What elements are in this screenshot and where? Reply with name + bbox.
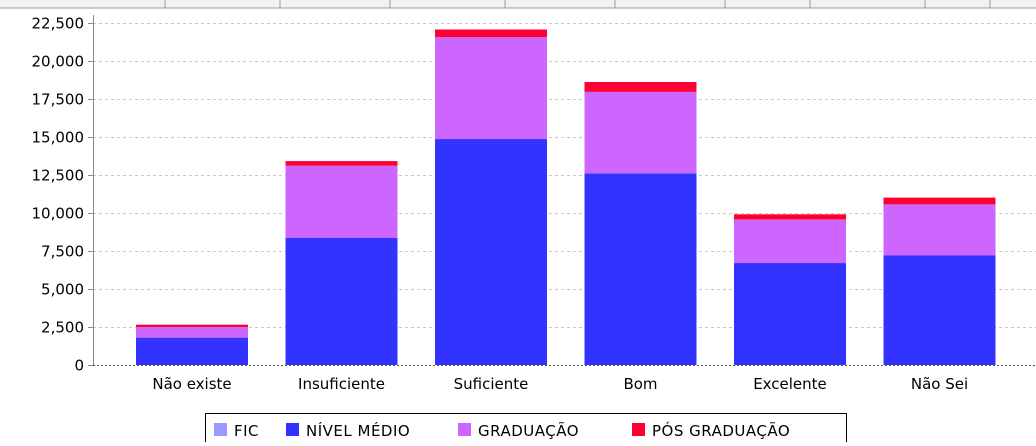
y-tick-label: 5,000 [41, 281, 84, 299]
legend-label: GRADUAÇÃO [478, 421, 579, 440]
y-tick-label: 0 [74, 357, 84, 375]
legend-label: PÓS GRADUAÇÃO [652, 421, 790, 440]
legend: FIC NÍVEL MÉDIO GRADUAÇÃO PÓS GRADUAÇÃO [205, 413, 847, 444]
bar-segment [435, 139, 547, 365]
bar-segment [136, 337, 248, 365]
y-axis-ticks: 0 2,500 5,000 7,500 10,000 12,500 15,000 17,500… [32, 15, 93, 375]
bar-segment [285, 165, 398, 238]
x-axis-ticks: Não existe Insuficiente Suficiente Bom Excel… [152, 375, 968, 393]
bar-segment [584, 82, 697, 92]
axes [93, 15, 1036, 366]
x-tick-label: Não existe [152, 375, 231, 393]
bar-segment [883, 204, 996, 256]
bar-segment [734, 214, 846, 220]
legend-swatch [286, 423, 299, 436]
x-tick-label: Insuficiente [298, 375, 385, 393]
bar-segment [285, 161, 398, 166]
x-tick-label: Excelente [753, 375, 827, 393]
bar-segment [883, 197, 996, 205]
legend-swatch [214, 423, 227, 436]
legend-swatch [632, 423, 645, 436]
gridlines [93, 23, 1036, 328]
bars [136, 29, 996, 365]
y-tick-label: 7,500 [41, 243, 84, 261]
y-tick-label: 20,000 [32, 53, 85, 71]
bar-segment [584, 91, 697, 174]
legend-label: NÍVEL MÉDIO [306, 421, 410, 440]
bar-segment [435, 37, 547, 140]
y-tick-label: 17,500 [32, 91, 85, 109]
x-tick-label: Suficiente [454, 375, 529, 393]
bar-segment [285, 237, 398, 365]
y-tick-label: 12,500 [32, 167, 85, 185]
y-tick-label: 2,500 [41, 319, 84, 337]
bar-segment [435, 29, 547, 38]
y-tick-label: 10,000 [32, 205, 85, 223]
x-tick-label: Bom [623, 375, 657, 393]
x-tick-label: Não Sei [911, 375, 968, 393]
y-tick-label: 22,500 [32, 15, 85, 33]
bar-segment [734, 219, 846, 264]
bar-segment [136, 324, 248, 327]
bar-segment [136, 327, 248, 338]
legend-swatch [458, 423, 471, 436]
top-strip [0, 0, 1036, 9]
legend-label: FIC [234, 422, 259, 440]
bar-segment [883, 255, 996, 365]
bar-segment [584, 173, 697, 365]
bar-segment [734, 263, 846, 365]
y-tick-label: 15,000 [32, 129, 85, 147]
